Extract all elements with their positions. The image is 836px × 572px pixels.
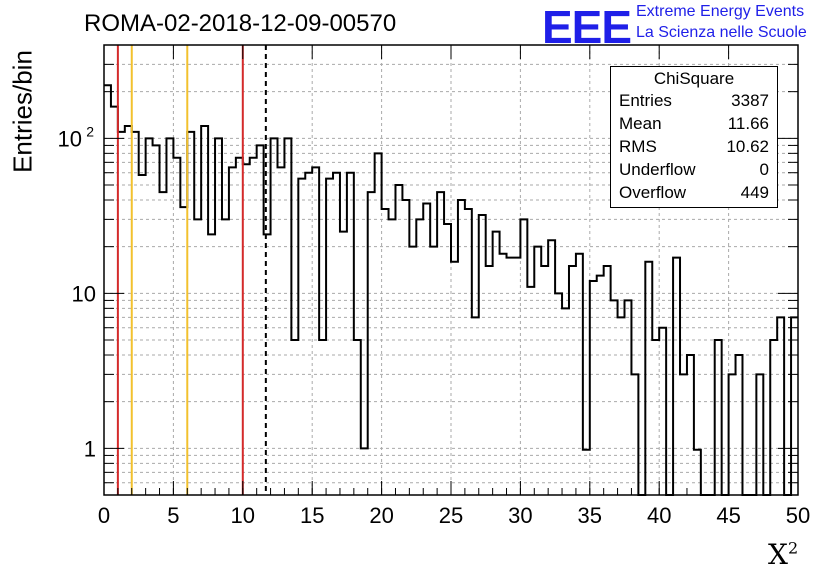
y-tick-label: 1 — [84, 436, 96, 461]
stats-title: ChiSquare — [653, 69, 735, 88]
x-tick-label: 5 — [167, 503, 179, 528]
x-tick-label: 15 — [300, 503, 324, 528]
stats-label: Overflow — [619, 183, 687, 202]
histogram-line — [104, 84, 798, 496]
x-axis-label-base: X — [768, 538, 788, 571]
stats-value: 3387 — [731, 91, 769, 110]
y-tick-label: 10 — [58, 126, 82, 151]
stats-row-rms: RMS 10.62 — [611, 135, 777, 158]
x-tick-label: 35 — [578, 503, 602, 528]
x-axis-label-sup: 2 — [787, 538, 799, 558]
logo-line-1: Extreme Energy Events — [636, 3, 805, 20]
stats-row-overflow: Overflow 449 — [611, 181, 777, 204]
stats-row-entries: Entries 3387 — [611, 89, 777, 112]
x-tick-label: 40 — [647, 503, 671, 528]
stats-box: ChiSquare Entries 3387 Mean 11.66 RMS 10.62… — [610, 66, 778, 208]
x-tick-label: 30 — [508, 503, 532, 528]
x-tick-label: 25 — [439, 503, 463, 528]
x-axis-label: X2 — [768, 538, 798, 571]
stats-label: Entries — [619, 91, 672, 110]
stats-label: Mean — [619, 114, 662, 133]
y-tick-label-sup: 2 — [86, 123, 94, 139]
x-tick-label: 20 — [369, 503, 393, 528]
stats-row-underflow: Underflow 0 — [611, 158, 777, 181]
chart-title: ROMA-02-2018-12-09-00570 — [84, 10, 397, 37]
x-tick-label: 0 — [98, 503, 110, 528]
stats-label: Underflow — [619, 160, 696, 179]
stats-value: 11.66 — [727, 114, 769, 133]
x-tick-label: 10 — [231, 503, 255, 528]
y-axis-label: Entries/bin — [7, 50, 38, 173]
stats-value: 10.62 — [726, 137, 769, 156]
y-tick-label: 10 — [72, 281, 96, 306]
stats-value: 449 — [740, 183, 769, 202]
logo-line-2: La Scienza nelle Scuole — [636, 24, 807, 41]
stats-row-mean: Mean 11.66 — [611, 112, 777, 135]
logo-mark: EEE — [542, 1, 632, 53]
stats-value: 0 — [759, 160, 769, 179]
x-tick-label: 50 — [786, 503, 810, 528]
stats-label: RMS — [619, 137, 657, 156]
x-tick-label: 45 — [716, 503, 740, 528]
